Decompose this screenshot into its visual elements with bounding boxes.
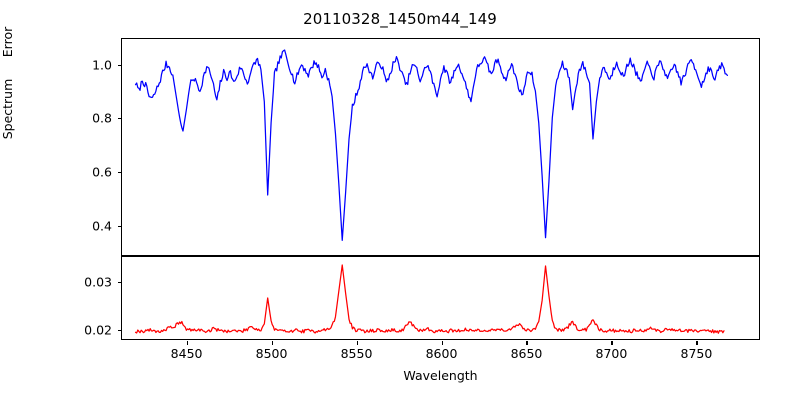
x-tick-label: 8650 xyxy=(510,346,543,361)
x-tick-mark xyxy=(186,341,188,345)
x-tick-label: 8500 xyxy=(255,346,288,361)
x-tick-label: 8550 xyxy=(340,346,373,361)
y-tick-label: 0.03 xyxy=(84,274,112,290)
y-tick-label: 0.02 xyxy=(84,322,112,338)
x-tick-mark xyxy=(696,341,698,345)
x-tick-mark xyxy=(611,341,613,345)
x-tick-mark xyxy=(356,341,358,345)
spectrum-panel: 0.4 0.6 0.8 1.0 xyxy=(92,38,760,256)
x-tick-mark xyxy=(526,341,528,345)
error-axis-label: Error xyxy=(0,26,15,58)
y-tick-label: 0.6 xyxy=(92,164,112,180)
y-tick-label: 0.4 xyxy=(92,218,112,234)
y-tick-label: 0.8 xyxy=(92,110,112,126)
error-panel: 0.02 0.03 8450 8500 8550 8600 8650 8700 8750 xyxy=(84,256,760,361)
error-plot-area xyxy=(122,257,759,339)
x-axis-label: Wavelength xyxy=(403,368,478,383)
x-tick-label: 8700 xyxy=(595,346,628,361)
x-tick-label: 8750 xyxy=(680,346,713,361)
x-tick-label: 8600 xyxy=(425,346,458,361)
figure-title: 20110328_1450m44_149 xyxy=(303,10,497,28)
x-tick-label: 8450 xyxy=(170,346,203,361)
y-tick-label: 1.0 xyxy=(92,57,112,73)
spectrum-plot-area xyxy=(122,39,759,255)
x-tick-mark xyxy=(271,341,273,345)
x-tick-mark xyxy=(441,341,443,345)
